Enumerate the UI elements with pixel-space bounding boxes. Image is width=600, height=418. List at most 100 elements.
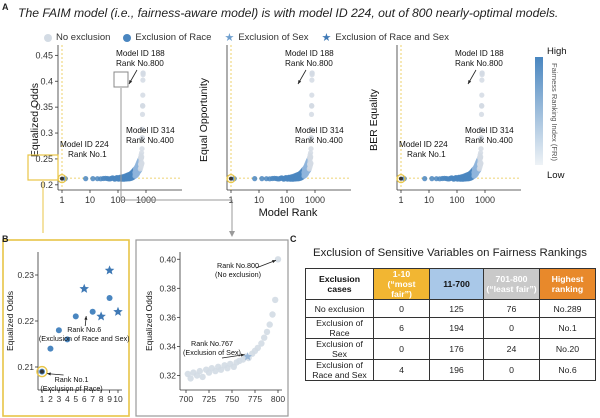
- legend-star-icon: ★: [321, 32, 332, 44]
- no-exclusion-point: [266, 321, 273, 328]
- no-exclusion-point: [199, 373, 206, 381]
- legend-item-race-sex: ★ Exclusion of Race and Sex: [321, 32, 449, 44]
- b-right-ann2-line2: (Exclusion of Sex): [183, 348, 241, 357]
- panel-letter-c: C: [290, 234, 297, 244]
- b-left-x-tick-label: 9: [107, 394, 112, 404]
- annotation-bot-line1: Model ID 224: [60, 140, 109, 149]
- table-cell: 0: [373, 338, 430, 360]
- table-header-row: Exclusion cases 1-10 (“most fair”) 11-700 701…: [305, 268, 596, 300]
- no-exclusion-point: [269, 311, 276, 318]
- annotation-mid-line1: Model ID 314: [465, 126, 514, 135]
- rank-point: [479, 70, 485, 76]
- annotation-top-arrow-head: [468, 80, 472, 84]
- annotation-top-line1: Model ID 188: [455, 49, 504, 58]
- zoom-box-a-yellow: [27, 154, 59, 181]
- no-exclusion-point: [196, 367, 203, 375]
- header-line1: 1-10: [392, 269, 411, 279]
- table-cell: 24: [483, 338, 540, 360]
- faim-point: [60, 176, 64, 181]
- rank-point: [308, 146, 314, 152]
- no-exclusion-point: [187, 375, 194, 382]
- race-sex-star: [79, 283, 89, 293]
- b-left-y-tick-label: 0.22: [17, 316, 34, 326]
- b-left-y-tick-label: 0.23: [17, 270, 34, 280]
- rank-point: [83, 176, 89, 182]
- rank-point: [478, 135, 484, 141]
- annotation-top-arrow-head: [298, 80, 302, 84]
- y-axis-label: Equal Opportunity: [198, 77, 210, 162]
- legend: No exclusion Exclusion of Race ★ Exclusio…: [44, 31, 449, 44]
- race-point: [64, 336, 71, 343]
- b-right-x-tick-label: 750: [225, 394, 239, 404]
- b-right-y-tick-label: 0.32: [159, 370, 176, 380]
- b-right-ann2-arrow-head: [240, 353, 245, 357]
- annotation-top-line1: Model ID 188: [116, 49, 165, 58]
- table-header-cell: Exclusion cases: [305, 268, 374, 300]
- rank-point: [90, 176, 96, 182]
- rank-point: [259, 176, 265, 182]
- b-right-y-label: Equalized Odds: [144, 291, 154, 351]
- rank-point: [479, 103, 485, 109]
- table-cell: 0: [373, 299, 430, 318]
- colorbar-title: Fairness Ranking Index (FRI): [550, 63, 559, 161]
- header-line2: cases: [327, 284, 352, 294]
- race-sex-star: [104, 265, 115, 275]
- x-tick-label: 10: [254, 195, 264, 205]
- annotation-bot-line2: Rank No.1: [68, 150, 107, 159]
- b-left-x-tick-label: 1: [40, 394, 45, 404]
- annotation-mid-line1: Model ID 314: [126, 126, 175, 135]
- y-tick-label: 0.2: [40, 180, 53, 190]
- rank-point: [309, 92, 315, 98]
- no-exclusion-point: [217, 366, 225, 373]
- rank-point: [422, 176, 428, 182]
- rank-point: [429, 176, 435, 182]
- table-header-cell: 701-800 (“least fair”): [483, 268, 540, 300]
- legend-star-icon: ★: [224, 32, 235, 44]
- race-point: [72, 313, 79, 320]
- zoom-box-a-grey: [113, 71, 129, 88]
- table-row: Exclusion of Sex 0 176 24 No.20: [305, 338, 596, 360]
- colorbar-high-label: High: [547, 46, 567, 57]
- fairness-table: Exclusion cases 1-10 (“most fair”) 11-700 701…: [305, 268, 596, 381]
- rank-point: [231, 176, 237, 182]
- table-row: Exclusion of Race 6 194 0 No.1: [305, 317, 596, 339]
- x-tick-label: 1: [398, 195, 403, 205]
- rank-point: [479, 92, 485, 98]
- b-left-x-tick-label: 4: [65, 394, 70, 404]
- connector-grey: [120, 88, 233, 236]
- rank-point: [308, 160, 314, 166]
- b-left-ann2-line2: (Exclusion of Race): [40, 384, 102, 393]
- highlight-ring: [226, 173, 236, 184]
- x-tick-label: 10: [424, 195, 434, 205]
- table-cell: 76: [483, 299, 540, 318]
- rank-point: [308, 150, 314, 156]
- table-row: No exclusion 0 125 76 No.289: [305, 299, 596, 318]
- b-right-x-tick-label: 800: [271, 394, 285, 404]
- rank-point: [401, 176, 407, 182]
- highlight-ring: [396, 173, 406, 184]
- x-tick-label: 100: [449, 195, 464, 205]
- rank-point: [478, 111, 485, 117]
- annotation-top-line2: Rank No.800: [116, 59, 164, 68]
- no-exclusion-point: [263, 328, 271, 336]
- annotation-bot-line1: Model ID 224: [399, 140, 448, 149]
- b-right-ann1-line1: Rank No.800: [217, 261, 259, 270]
- legend-item-sex: ★ Exclusion of Sex: [224, 32, 309, 44]
- legend-item-race: Exclusion of Race: [123, 32, 211, 43]
- table-cell: 176: [429, 338, 484, 360]
- header-line1: Exclusion: [318, 274, 361, 284]
- b-right-y-tick-label: 0.34: [159, 341, 176, 351]
- table-cell: No.1: [539, 317, 596, 339]
- b-left-x-tick-label: 7: [90, 394, 95, 404]
- race-point: [55, 327, 62, 334]
- annotation-top-arrow-head: [129, 80, 133, 84]
- rank-point: [479, 77, 485, 83]
- y-tick-label: 0.35: [35, 102, 53, 112]
- x-tick-label: 1: [59, 195, 64, 205]
- panel-b-right-frame: [135, 239, 289, 417]
- annotation-top-line2: Rank No.800: [285, 59, 333, 68]
- b-left-x-tick-label: 6: [82, 394, 87, 404]
- x-tick-label: 100: [110, 195, 125, 205]
- x-tick-label: 10: [85, 195, 95, 205]
